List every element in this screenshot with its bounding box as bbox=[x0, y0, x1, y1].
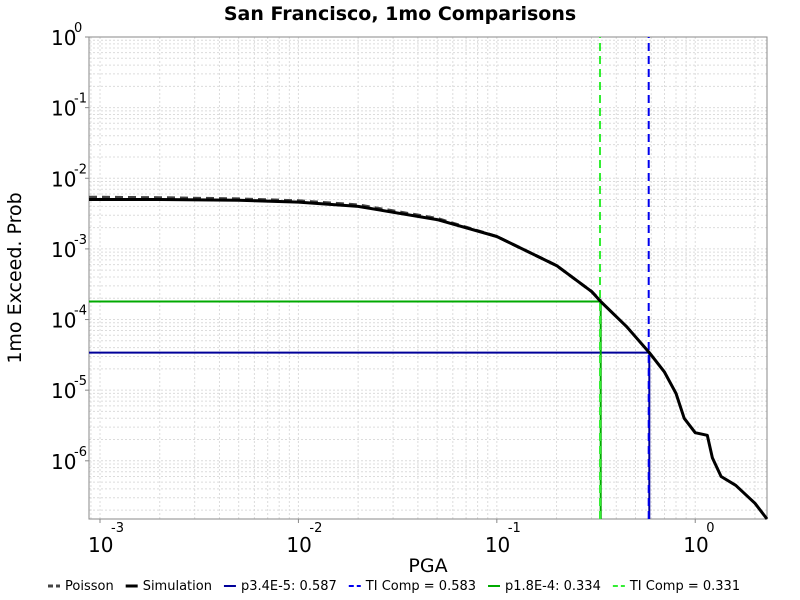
legend: Poisson Simulation p3.4E-5: 0.587 TI Comp =… bbox=[48, 579, 740, 594]
legend-item-1: Simulation bbox=[125, 579, 212, 594]
x-tick-exponent: -1 bbox=[508, 521, 521, 536]
legend-item-3: TI Comp = 0.583 bbox=[348, 579, 476, 594]
y-tick-label: 10 bbox=[51, 379, 76, 403]
legend-item-4: p1.8E-4: 0.334 bbox=[488, 579, 601, 594]
x-tick-label: 10 bbox=[286, 533, 311, 557]
y-tick-exponent: 0 bbox=[74, 21, 82, 36]
x-axis-label: PGA bbox=[408, 555, 447, 577]
legend-label: p3.4E-5: 0.587 bbox=[241, 579, 337, 594]
series-line-1 bbox=[89, 198, 769, 520]
series-line-2 bbox=[89, 351, 651, 519]
y-tick-label: 10 bbox=[51, 309, 76, 333]
legend-label: Poisson bbox=[65, 579, 114, 594]
x-tick-exponent: -2 bbox=[309, 521, 322, 536]
series-layer bbox=[88, 37, 769, 520]
x-tick-label: 10 bbox=[88, 533, 113, 557]
legend-label: TI Comp = 0.331 bbox=[629, 579, 740, 594]
y-tick-exponent: -6 bbox=[74, 445, 87, 460]
y-tick-exponent: -5 bbox=[74, 374, 87, 389]
y-tick-label: 10 bbox=[51, 26, 76, 50]
y-tick-exponent: -1 bbox=[74, 92, 87, 107]
y-tick-exponent: -2 bbox=[74, 162, 87, 177]
y-tick-label: 10 bbox=[51, 238, 76, 262]
legend-label: p1.8E-4: 0.334 bbox=[505, 579, 601, 594]
y-tick-exponent: -3 bbox=[74, 233, 87, 248]
x-tick-exponent: 0 bbox=[706, 521, 714, 536]
series-line-4 bbox=[89, 300, 602, 519]
legend-label: Simulation bbox=[143, 579, 212, 594]
y-tick-exponent: -4 bbox=[74, 304, 87, 319]
y-tick-label: 10 bbox=[51, 97, 76, 121]
plot-area bbox=[88, 36, 768, 520]
chart-title: San Francisco, 1mo Comparisons bbox=[224, 3, 576, 25]
legend-label: TI Comp = 0.583 bbox=[365, 579, 476, 594]
legend-item-2: p3.4E-5: 0.587 bbox=[223, 579, 337, 594]
y-tick-label: 10 bbox=[51, 167, 76, 191]
y-tick-label: 10 bbox=[51, 450, 76, 474]
x-tick-label: 10 bbox=[485, 533, 510, 557]
x-tick-label: 10 bbox=[683, 533, 708, 557]
legend-item-0: Poisson bbox=[48, 579, 114, 594]
y-axis-label: 1mo Exceed. Prob bbox=[4, 192, 26, 363]
x-tick-exponent: -3 bbox=[111, 521, 124, 536]
legend-item-5: TI Comp = 0.331 bbox=[612, 579, 740, 594]
grid bbox=[89, 36, 767, 519]
